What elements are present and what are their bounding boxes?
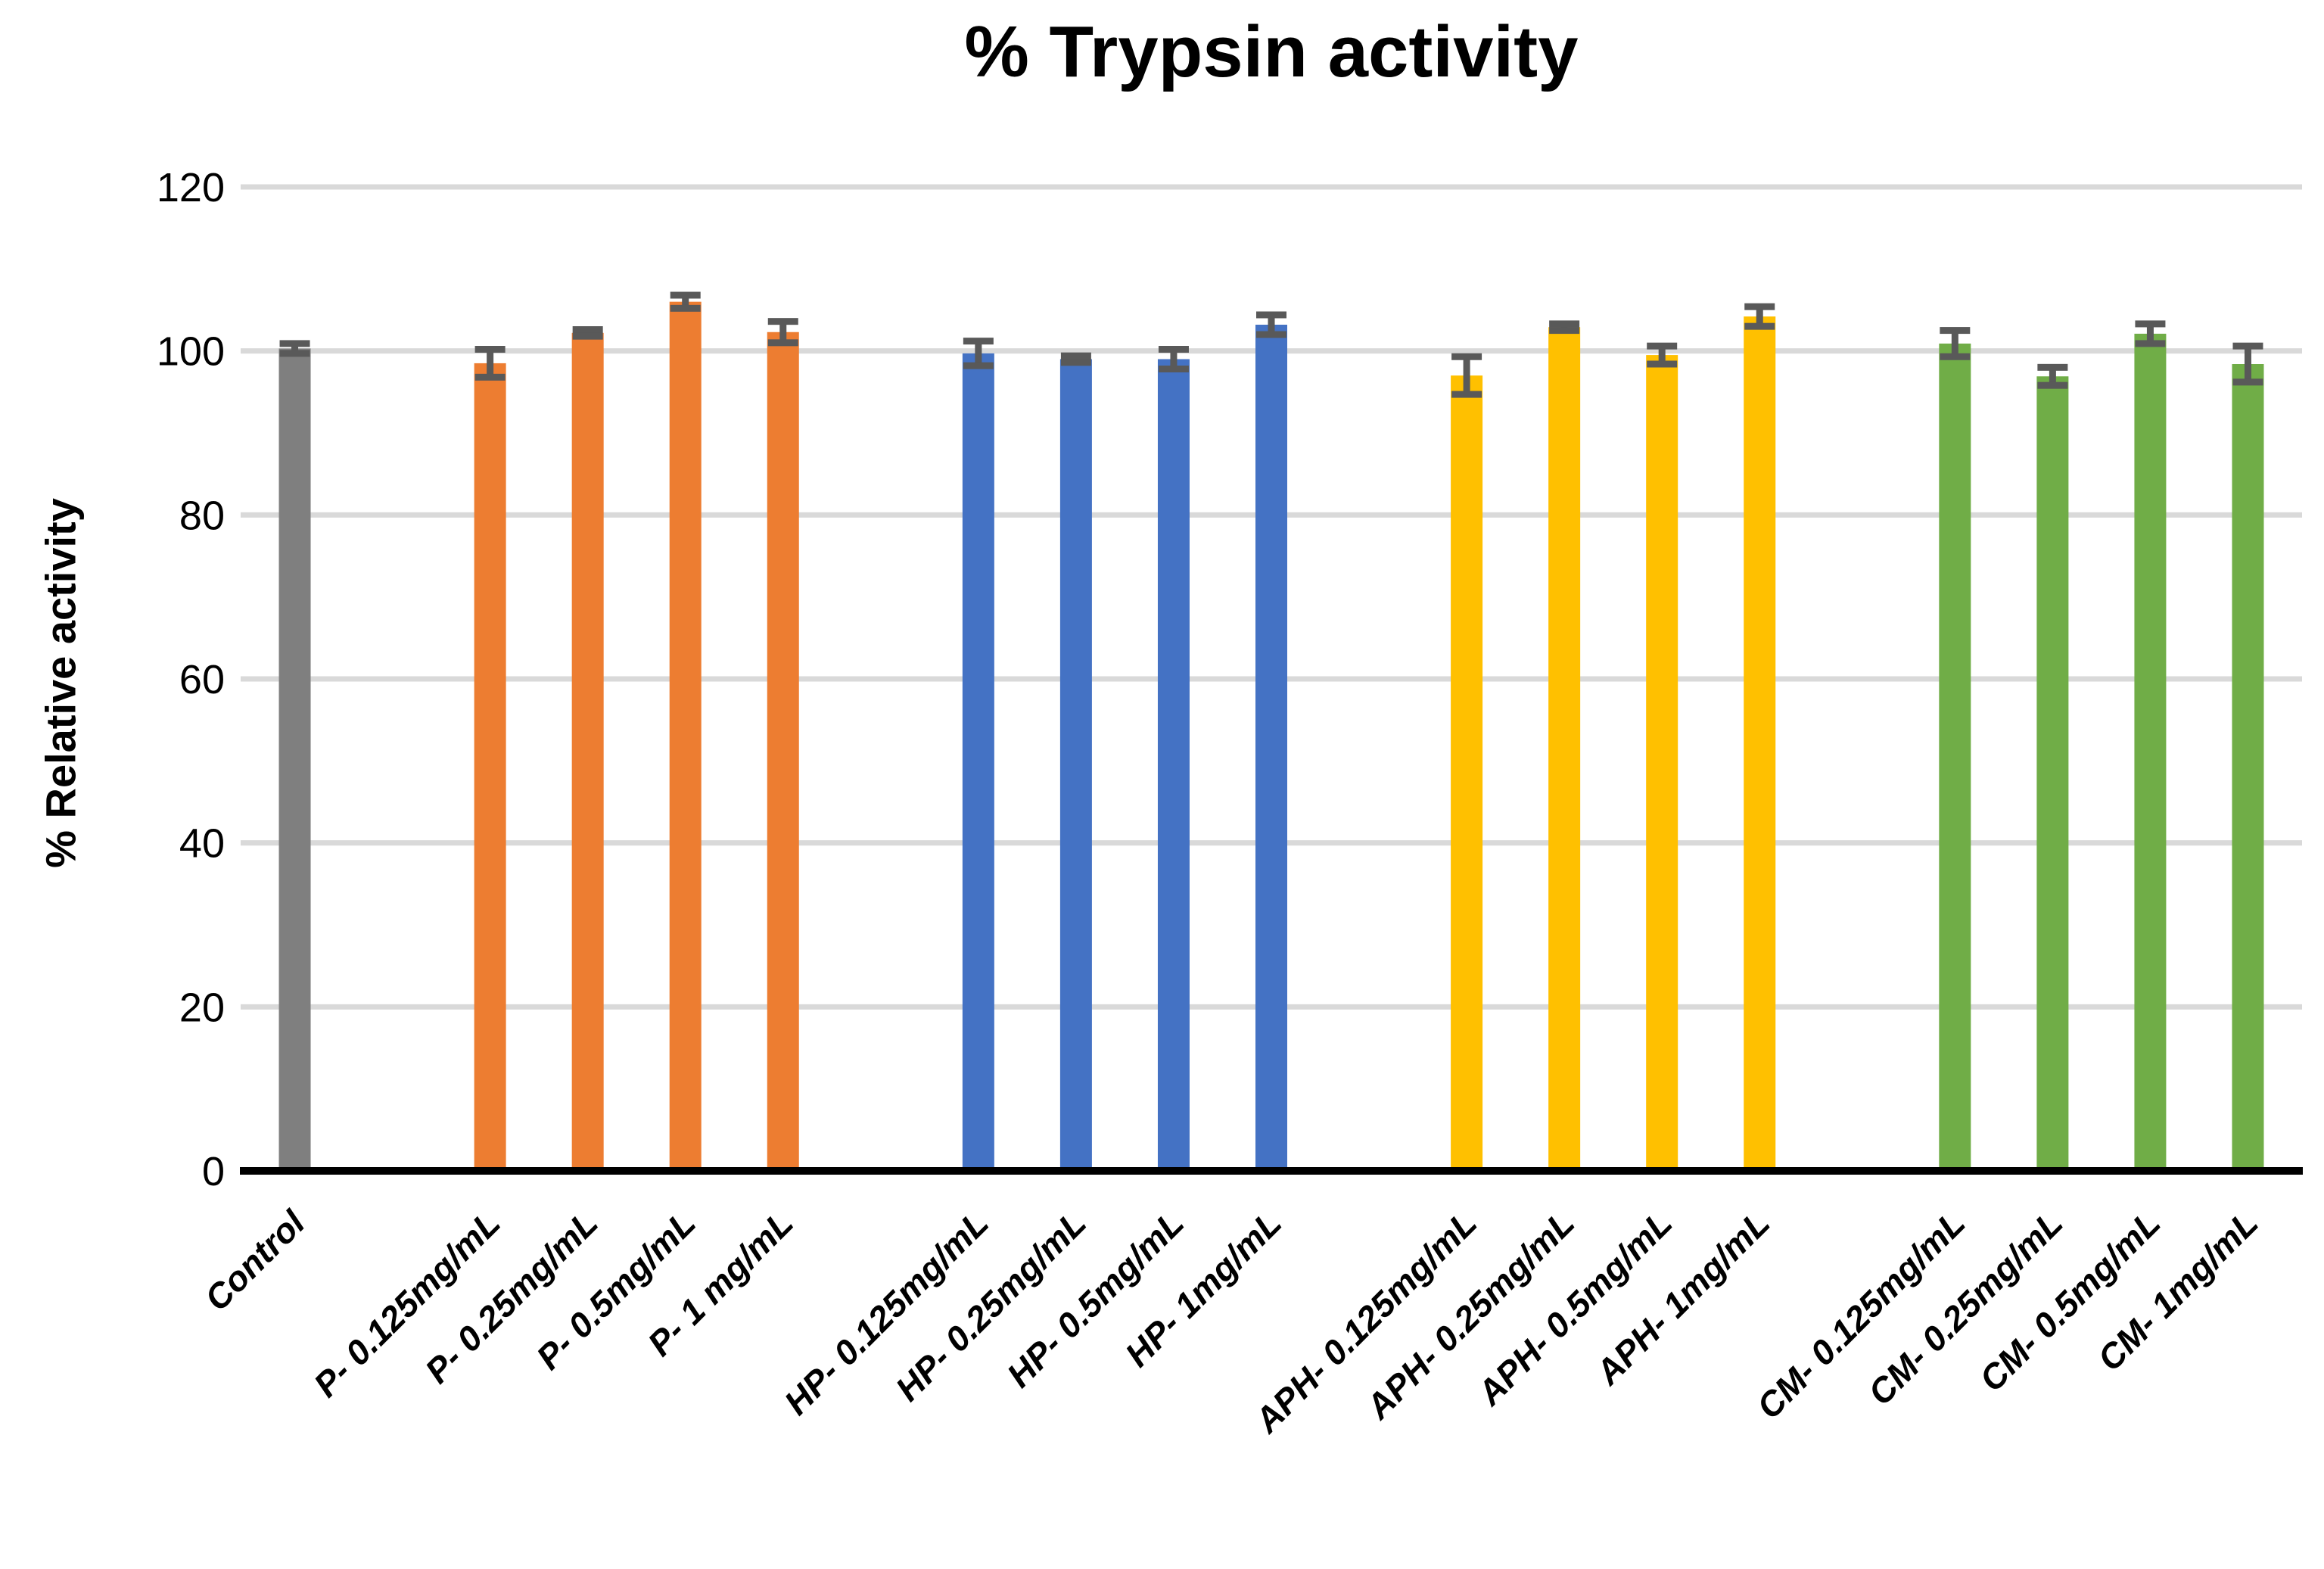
error-line-control <box>291 343 299 353</box>
error-cap-bottom-control <box>279 350 310 357</box>
error-cap-top-p-0.25mg-ml <box>572 326 603 333</box>
bar-cm-0.125mg-ml <box>1939 343 1971 1172</box>
bar-p-0.5mg-ml <box>669 301 702 1172</box>
error-line-cm-0.125mg-ml <box>1951 330 1958 357</box>
error-line-p-0.125mg-ml <box>487 349 494 378</box>
error-cap-bottom-cm-0.25mg-ml <box>2037 381 2068 389</box>
error-cap-bottom-hp-0.25mg-ml <box>1060 359 1091 366</box>
error-cap-bottom-aph-0.5mg-ml <box>1647 360 1678 368</box>
error-line-hp-0.5mg-ml <box>1170 349 1178 369</box>
error-cap-bottom-p-1-mg-ml <box>767 339 798 347</box>
error-cap-top-hp-1mg-ml <box>1256 311 1286 319</box>
bar-aph-0.125mg-ml <box>1451 375 1483 1172</box>
error-cap-top-hp-0.125mg-ml <box>963 338 994 345</box>
error-line-cm-1mg-ml <box>2244 346 2251 382</box>
gridline-120 <box>241 184 2302 190</box>
x-axis-line <box>240 1167 2303 1175</box>
error-cap-bottom-cm-0.125mg-ml <box>1940 353 1971 360</box>
y-tick-label-100: 100 <box>157 329 225 375</box>
y-tick-label-20: 20 <box>179 985 225 1030</box>
error-cap-top-aph-0.5mg-ml <box>1647 342 1678 350</box>
error-cap-top-cm-0.125mg-ml <box>1940 327 1971 335</box>
error-cap-top-cm-1mg-ml <box>2232 342 2263 350</box>
error-cap-bottom-cm-1mg-ml <box>2232 378 2263 386</box>
error-cap-bottom-p-0.5mg-ml <box>670 304 701 312</box>
error-cap-top-control <box>279 340 310 347</box>
error-cap-top-cm-0.25mg-ml <box>2037 363 2068 371</box>
bar-hp-0.5mg-ml <box>1157 359 1190 1171</box>
bar-cm-0.5mg-ml <box>2134 333 2167 1172</box>
error-line-hp-0.125mg-ml <box>975 341 982 366</box>
error-cap-top-hp-0.25mg-ml <box>1060 352 1091 360</box>
error-line-aph-0.125mg-ml <box>1463 356 1470 395</box>
y-tick-label-60: 60 <box>179 657 225 702</box>
error-line-p-1-mg-ml <box>779 321 787 343</box>
error-cap-top-p-1-mg-ml <box>767 318 798 325</box>
bar-hp-1mg-ml <box>1255 325 1287 1171</box>
error-cap-top-p-0.125mg-ml <box>474 346 506 353</box>
error-line-cm-0.5mg-ml <box>2146 323 2154 344</box>
bar-hp-0.25mg-ml <box>1059 359 1092 1171</box>
bar-p-0.25mg-ml <box>571 332 604 1171</box>
bar-cm-1mg-ml <box>2232 364 2264 1171</box>
chart-title: % Trypsin activity <box>964 11 1579 92</box>
x-category-label-cm-0.5mg-ml: CM- 0.5mg/mL <box>1971 1203 2167 1399</box>
bar-aph-0.25mg-ml <box>1548 327 1581 1171</box>
bar-p-1-mg-ml <box>767 332 799 1171</box>
y-tick-label-80: 80 <box>179 493 225 538</box>
error-cap-bottom-aph-0.25mg-ml <box>1549 327 1580 335</box>
error-cap-bottom-hp-1mg-ml <box>1256 331 1286 338</box>
error-cap-top-hp-0.5mg-ml <box>1158 346 1189 353</box>
bar-aph-0.5mg-ml <box>1646 355 1678 1171</box>
error-cap-top-p-0.5mg-ml <box>670 291 701 299</box>
error-cap-bottom-aph-1mg-ml <box>1744 322 1775 330</box>
error-cap-bottom-hp-0.125mg-ml <box>963 362 994 369</box>
bar-p-0.125mg-ml <box>474 363 506 1172</box>
x-category-label-control: Control <box>197 1202 313 1318</box>
error-line-p-0.5mg-ml <box>682 295 689 309</box>
bar-aph-1mg-ml <box>1744 316 1776 1172</box>
x-category-label-aph-1mg-ml: APH- 1mg/mL <box>1588 1203 1778 1393</box>
error-cap-top-aph-0.125mg-ml <box>1451 353 1482 360</box>
error-line-cm-0.25mg-ml <box>2049 367 2056 386</box>
error-cap-bottom-hp-0.5mg-ml <box>1158 366 1189 372</box>
y-tick-label-40: 40 <box>179 821 225 867</box>
error-line-aph-1mg-ml <box>1756 307 1763 327</box>
error-cap-bottom-aph-0.125mg-ml <box>1451 391 1482 398</box>
error-cap-top-cm-0.5mg-ml <box>2135 320 2166 328</box>
error-cap-bottom-p-0.25mg-ml <box>572 332 603 340</box>
error-cap-top-aph-1mg-ml <box>1744 303 1775 310</box>
error-line-aph-0.5mg-ml <box>1658 346 1666 364</box>
error-cap-bottom-p-0.125mg-ml <box>474 373 506 381</box>
x-category-label-p-0.25mg-ml: P- 0.25mg/mL <box>417 1203 605 1390</box>
y-tick-label-120: 120 <box>157 165 225 210</box>
bar-hp-0.125mg-ml <box>962 353 994 1172</box>
error-cap-top-aph-0.25mg-ml <box>1549 320 1580 328</box>
bar-cm-0.25mg-ml <box>2036 376 2069 1171</box>
x-category-label-hp-0.5mg-ml: HP- 0.5mg/mL <box>999 1203 1191 1395</box>
error-cap-bottom-cm-0.5mg-ml <box>2135 340 2166 347</box>
error-line-hp-1mg-ml <box>1268 315 1275 335</box>
y-tick-label-0: 0 <box>202 1149 225 1194</box>
bar-control <box>278 348 311 1172</box>
